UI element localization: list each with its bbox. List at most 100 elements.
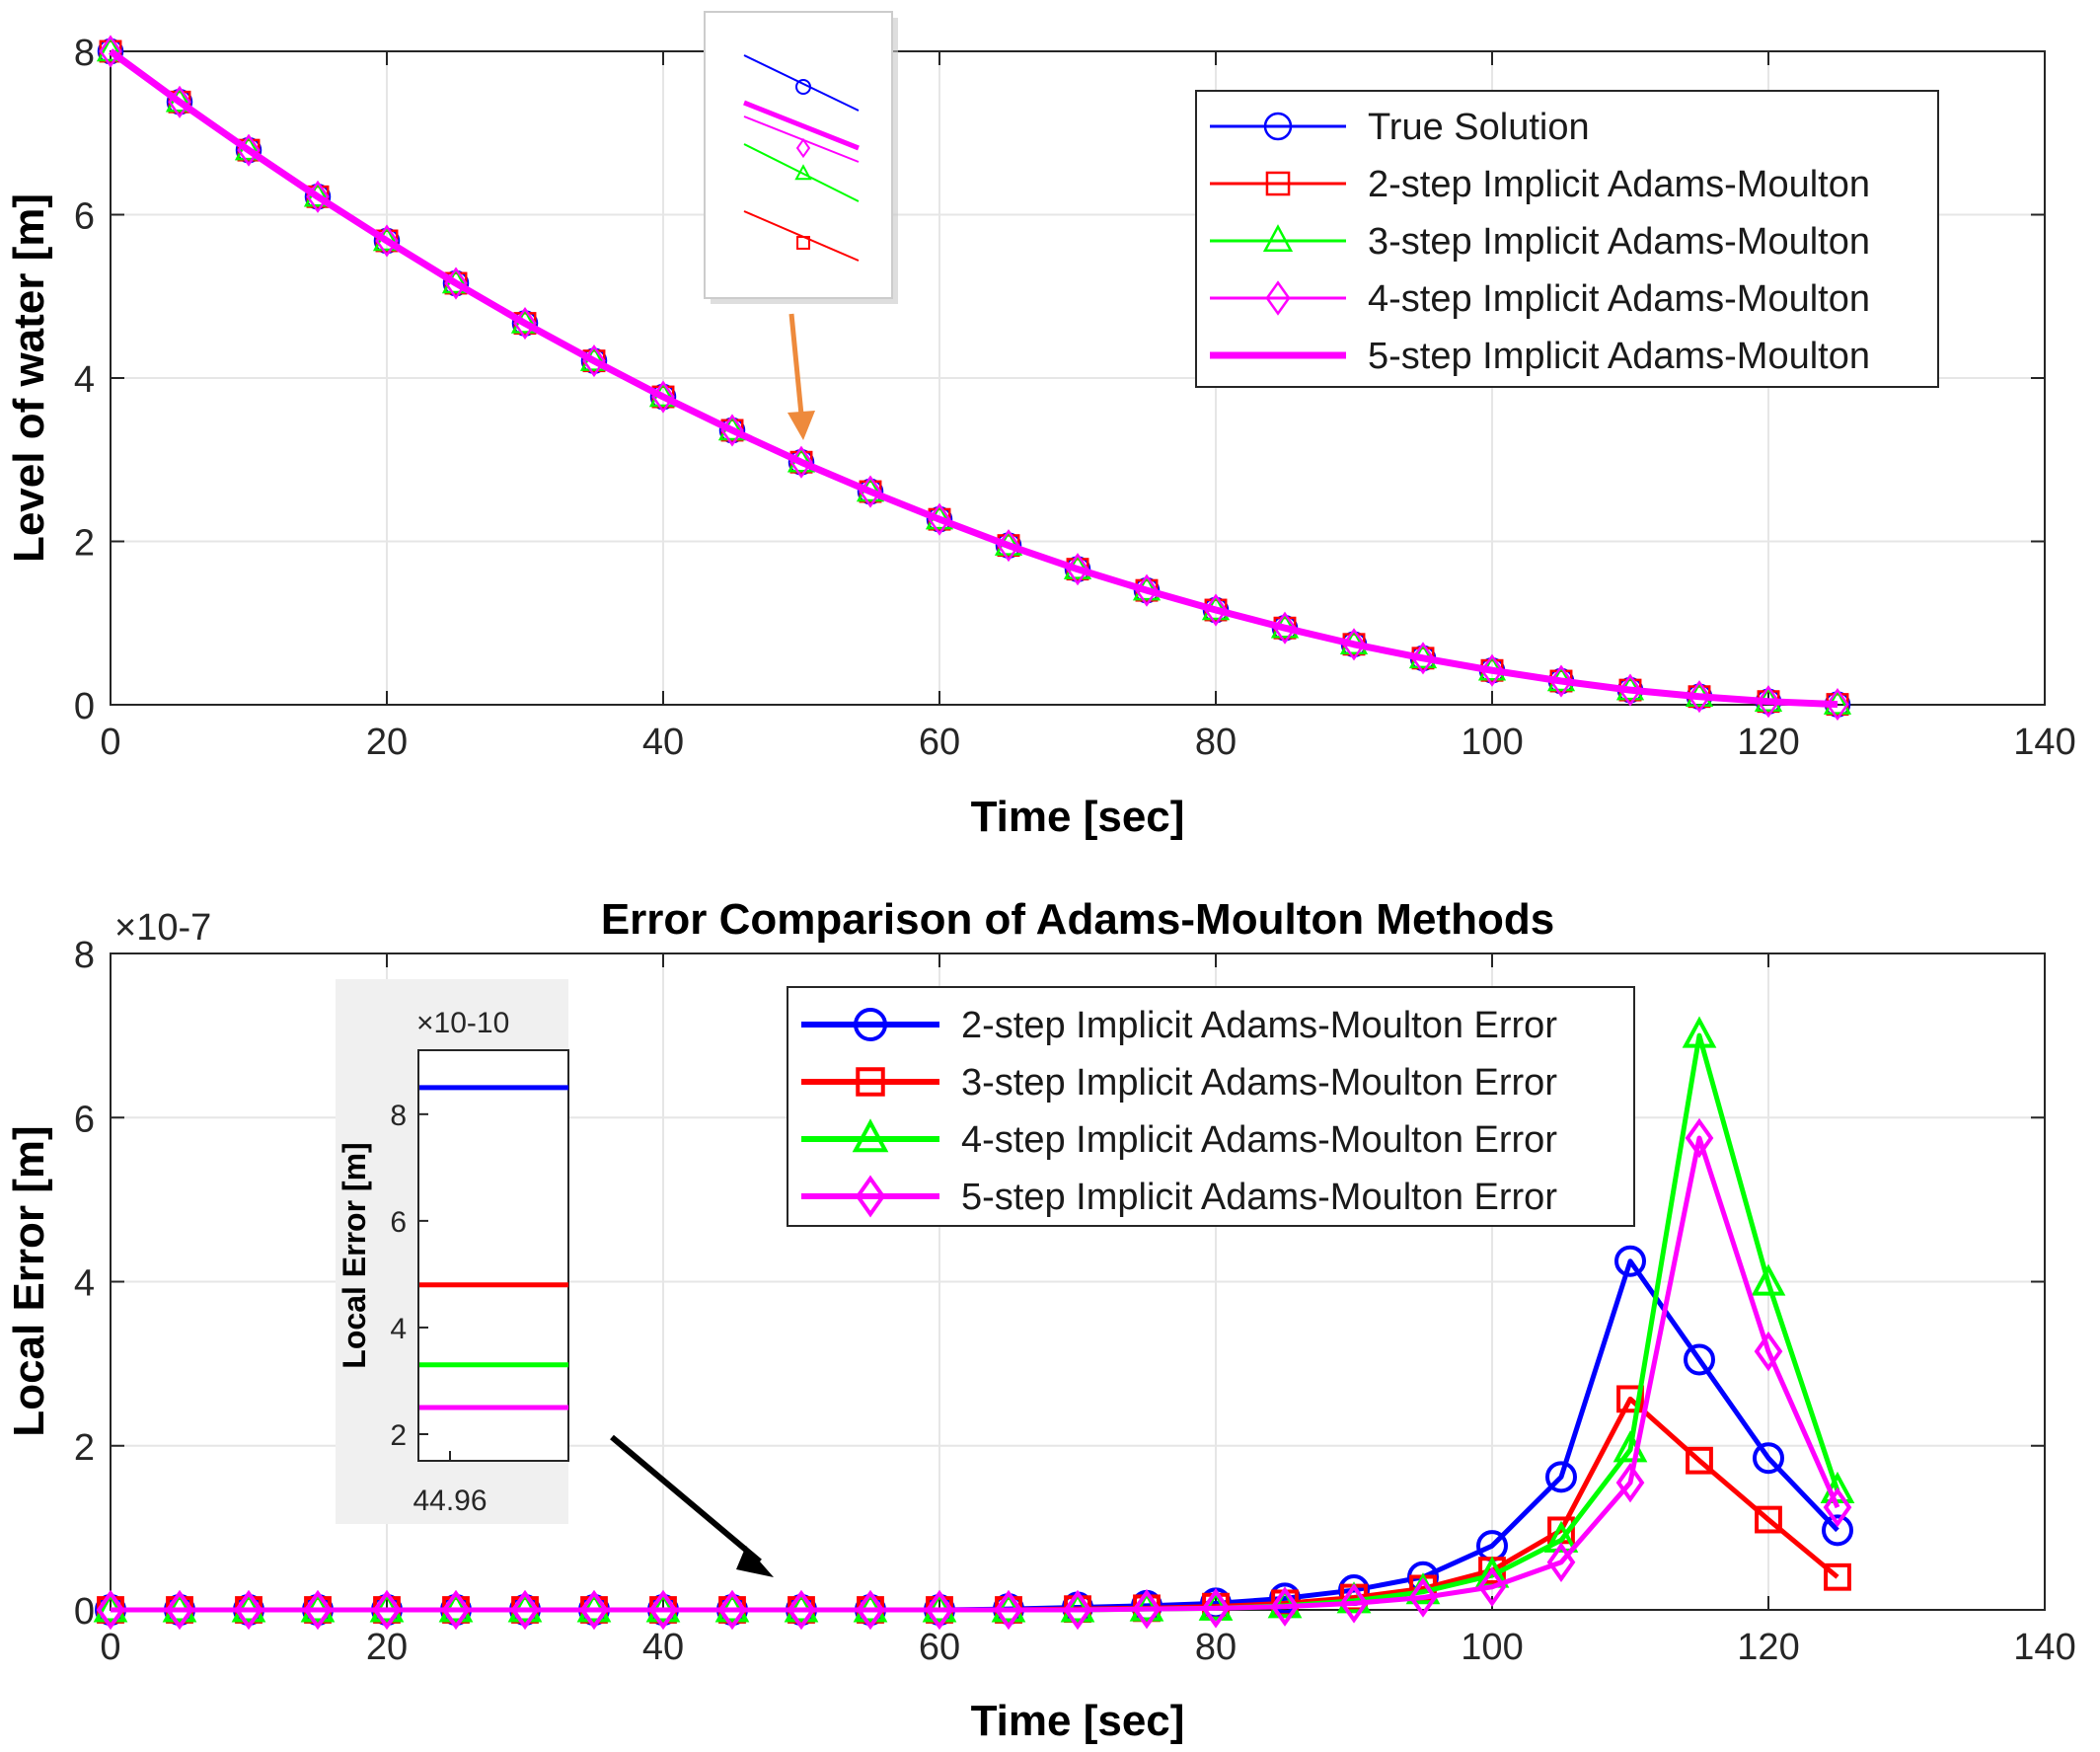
legend-entry: 4-step Implicit Adams-Moulton Error — [801, 1118, 1557, 1161]
x-tick-label: 0 — [100, 1627, 120, 1668]
inset-y-tick: 6 — [390, 1206, 407, 1239]
orange-arrowhead — [788, 411, 815, 440]
zoom-segment — [743, 54, 860, 112]
data-point — [1408, 1577, 1438, 1618]
data-point — [1477, 1566, 1507, 1607]
legend-label: 5-step Implicit Adams-Moulton Error — [961, 1177, 1557, 1218]
y-axis-label: Level of water [m] — [5, 193, 53, 563]
x-tick-label: 140 — [2013, 722, 2075, 763]
zoom-inset — [704, 11, 898, 440]
zoom-line — [743, 100, 860, 151]
data-point — [994, 1589, 1023, 1631]
data-point — [1685, 1117, 1714, 1159]
y-axis-label: Local Error [m] — [5, 1125, 53, 1436]
data-point — [1753, 1442, 1784, 1475]
y-tick-label: 8 — [74, 935, 95, 976]
y-tick-label: 4 — [74, 359, 95, 401]
x-tick-label: 120 — [1737, 1627, 1799, 1668]
x-tick-label: 100 — [1461, 1627, 1523, 1668]
inset-axes — [417, 1049, 569, 1462]
data-point — [579, 1589, 609, 1631]
zoom-segment — [743, 115, 860, 163]
y-tick-label: 0 — [74, 686, 95, 727]
data-point — [96, 36, 125, 62]
data-point — [1616, 1385, 1644, 1413]
data-point — [1757, 685, 1780, 719]
error-inset: ×10-10 44.96 Local Error [m] 2 4 6 8 — [336, 979, 774, 1577]
data-point — [1688, 680, 1711, 714]
legend-label: 4-step Implicit Adams-Moulton — [1368, 278, 1870, 320]
data-point — [234, 1589, 263, 1631]
data-point — [1826, 688, 1849, 722]
x-tick-label: 60 — [919, 1627, 960, 1668]
legend-entry: 5-step Implicit Adams-Moulton — [1210, 336, 1870, 377]
data-point — [1686, 1446, 1713, 1475]
data-point — [925, 1589, 954, 1631]
zoom-segment — [743, 100, 860, 151]
x-tick-label: 100 — [1461, 722, 1523, 763]
y-tick-label: 6 — [74, 1099, 95, 1140]
data-point — [1549, 664, 1573, 698]
data-point — [1543, 1520, 1579, 1553]
water-level-chart: 0 20 40 60 80 100 120 140 0 2 4 6 8 Time [sec] Level… — [5, 11, 2076, 841]
x-tick-label: 80 — [1195, 1627, 1237, 1668]
data-point — [303, 1589, 333, 1631]
data-point — [1822, 1514, 1853, 1547]
series-lines — [93, 1016, 1855, 1631]
legend-marker — [1263, 112, 1293, 141]
black-arrowhead — [736, 1546, 774, 1577]
legend-label: True Solution — [1368, 107, 1590, 148]
chart-title: Error Comparison of Adams-Moulton Method… — [601, 895, 1554, 944]
data-point — [99, 35, 122, 68]
legend-entry: 5-step Implicit Adams-Moulton Error — [801, 1175, 1557, 1218]
data-point — [1614, 1245, 1646, 1277]
inset-y-exponent: ×10-10 — [416, 1007, 509, 1039]
x-tick-label: 40 — [642, 722, 684, 763]
legend-marker — [1265, 280, 1291, 316]
data-point — [1267, 1586, 1303, 1619]
legend-marker — [856, 1067, 885, 1097]
data-point — [1339, 1583, 1369, 1624]
series-5 — [108, 48, 1838, 709]
data-point — [1754, 1331, 1783, 1372]
legend: 2-step Implicit Adams-Moulton Error 3-ste… — [787, 986, 1635, 1227]
legend-marker — [855, 1175, 886, 1218]
legend-entry: 3-step Implicit Adams-Moulton Error — [801, 1062, 1557, 1104]
zoom-marker — [794, 164, 812, 181]
y-exponent-label: ×10-7 — [114, 907, 211, 949]
legend-label: 2-step Implicit Adams-Moulton Error — [961, 1005, 1557, 1046]
legend-marker — [854, 1008, 887, 1041]
inset-y-tick: 8 — [390, 1100, 407, 1132]
series-lines — [96, 35, 1852, 722]
data-point — [1063, 1589, 1092, 1631]
data-point — [1684, 1343, 1715, 1376]
y-tick-label: 2 — [74, 523, 95, 565]
data-point — [787, 1589, 816, 1631]
data-point — [165, 1589, 194, 1631]
data-point — [717, 1589, 747, 1631]
y-tick-label: 6 — [74, 196, 95, 238]
x-tick-label: 20 — [366, 722, 408, 763]
x-tick-label: 140 — [2013, 1627, 2075, 1668]
zoom-marker — [796, 236, 810, 250]
legend-label: 5-step Implicit Adams-Moulton — [1368, 336, 1870, 377]
data-point — [856, 1589, 885, 1631]
data-point — [1823, 1486, 1852, 1528]
legend-marker — [1265, 171, 1291, 196]
inset-x-tick: 44.96 — [412, 1485, 487, 1517]
legend-entry: 4-step Implicit Adams-Moulton — [1210, 278, 1870, 320]
zoom-line — [743, 54, 860, 112]
legend-label: 3-step Implicit Adams-Moulton Error — [961, 1062, 1557, 1104]
data-point — [1682, 1016, 1717, 1048]
zoom-line — [743, 115, 860, 163]
inset-y-tick: 2 — [390, 1419, 407, 1452]
legend-marker — [1262, 224, 1294, 252]
x-tick-label: 20 — [366, 1627, 408, 1668]
axis-ticks: 0 20 40 60 80 100 120 140 0 2 4 6 8 — [74, 33, 2076, 763]
y-tick-label: 0 — [74, 1591, 95, 1633]
y-tick-label: 2 — [74, 1427, 95, 1469]
inset-y-label: Local Error [m] — [337, 1142, 372, 1368]
legend-marker — [852, 1118, 889, 1153]
data-point — [510, 1589, 540, 1631]
